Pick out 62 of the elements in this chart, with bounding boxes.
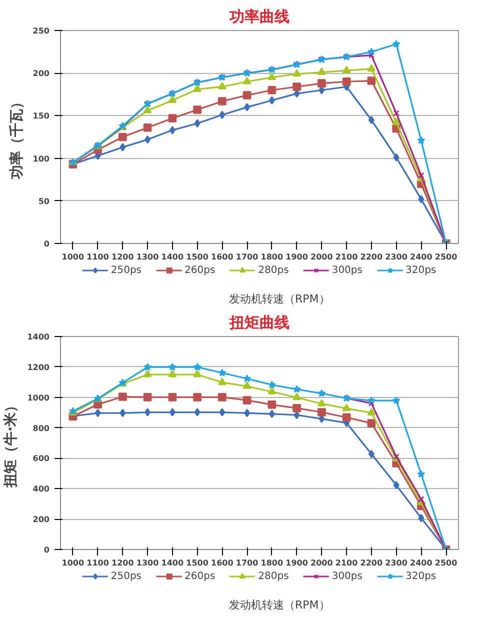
legend-label: 320ps xyxy=(405,264,436,276)
legend-label: 300ps xyxy=(332,570,362,582)
x-tick-label: 1900 xyxy=(286,252,308,262)
x-tick-label: 1500 xyxy=(186,558,209,568)
x-tick-label: 1900 xyxy=(286,558,308,568)
legend-label: 280ps xyxy=(258,570,289,582)
x-tick-label: 1100 xyxy=(86,558,110,568)
y-tick-label: 150 xyxy=(32,112,50,121)
x-tick-label: 1700 xyxy=(236,252,259,262)
x-tick-label: 1200 xyxy=(112,558,134,568)
x-tick-label: 1400 xyxy=(161,252,184,262)
x-tick-label: 1600 xyxy=(211,252,234,262)
legend-label: 250ps xyxy=(110,264,142,276)
chart-title: 功率曲线 xyxy=(228,8,290,26)
y-tick-label: 200 xyxy=(32,69,50,78)
x-tick-label: 1300 xyxy=(136,558,160,568)
y-tick-label: 0 xyxy=(44,240,50,248)
x-tick-label: 1300 xyxy=(136,252,160,262)
x-tick-label: 1100 xyxy=(86,252,110,262)
chart-title: 扭矩曲线 xyxy=(228,314,290,332)
legend-label: 300ps xyxy=(332,264,362,276)
x-tick-label: 2400 xyxy=(410,558,433,568)
x-tick-label: 1200 xyxy=(112,252,134,262)
legend-label: 280ps xyxy=(258,264,289,276)
x-tick-label: 1000 xyxy=(62,558,85,568)
x-tick-label: 2400 xyxy=(410,252,433,262)
legend-label: 260ps xyxy=(184,570,216,582)
y-tick-label: 50 xyxy=(38,196,50,206)
x-tick-label: 1500 xyxy=(186,252,209,262)
y-tick-label: 1400 xyxy=(27,332,50,342)
y-tick-label: 400 xyxy=(32,484,50,494)
y-tick-label: 600 xyxy=(32,454,50,464)
y-tick-label: 1200 xyxy=(27,362,50,372)
x-tick-label: 2500 xyxy=(434,252,458,262)
x-axis-title: 发动机转速（RPM） xyxy=(229,598,330,612)
y-axis-title: 扭矩（牛·米） xyxy=(3,398,20,489)
y-tick-label: 100 xyxy=(32,154,50,164)
y-tick-label: 800 xyxy=(32,424,50,433)
x-tick-label: 2000 xyxy=(310,558,334,568)
x-tick-label: 2200 xyxy=(360,558,384,568)
x-tick-label: 1000 xyxy=(62,252,85,262)
x-tick-label: 2300 xyxy=(385,558,408,568)
y-axis-title: 功率（千瓦） xyxy=(8,95,25,180)
legend-label: 260ps xyxy=(184,264,216,276)
legend-label: 250ps xyxy=(110,570,142,582)
x-tick-label: 2500 xyxy=(434,558,458,568)
x-tick-label: 2300 xyxy=(385,252,408,262)
x-tick-label: 1400 xyxy=(161,558,184,568)
x-tick-label: 1600 xyxy=(211,558,234,568)
x-tick-label: 2100 xyxy=(335,252,358,262)
x-tick-label: 2100 xyxy=(335,558,358,568)
y-tick-label: 200 xyxy=(32,515,50,524)
x-tick-label: 2000 xyxy=(310,252,334,262)
x-tick-label: 2200 xyxy=(360,252,384,262)
x-tick-label: 1800 xyxy=(260,252,284,262)
legend-label: 320ps xyxy=(405,570,436,582)
y-tick-label: 0 xyxy=(44,546,50,554)
y-tick-label: 1000 xyxy=(27,393,50,402)
x-tick-label: 1800 xyxy=(260,558,284,568)
y-tick-label: 250 xyxy=(32,26,50,36)
x-tick-label: 1700 xyxy=(236,558,259,568)
x-axis-title: 发动机转速（RPM） xyxy=(229,292,330,306)
